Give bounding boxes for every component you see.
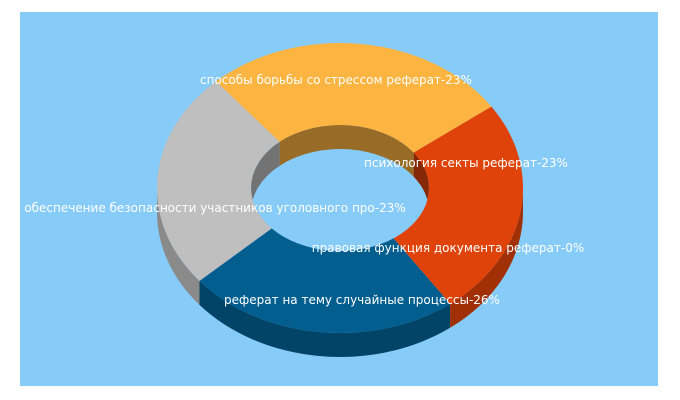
slice-inner-wall-4 [413, 152, 430, 212]
slice-wall-1 [157, 188, 200, 305]
slice-label-stress: способы борьбы со стрессом реферат-23% [200, 73, 472, 87]
slice-1 [157, 81, 280, 281]
slice-4 [393, 106, 523, 304]
slice-3 [215, 43, 492, 153]
slice-inner-wall-1 [251, 141, 280, 212]
slice-wall-0 [199, 280, 451, 358]
donut-slices [157, 43, 523, 334]
slice-inner-wall-3 [279, 124, 414, 177]
slice-wall-4 [450, 188, 523, 328]
slice-label-sect: психология секты реферат-23% [364, 156, 568, 170]
slice-label-document: правовая функция документа реферат-0% [312, 241, 585, 255]
slice-labels: способы борьбы со стрессом реферат-23% п… [24, 73, 584, 307]
slice-label-security: обеспечение безопасности участников угол… [24, 201, 406, 215]
donut-chart: способы борьбы со стрессом реферат-23% п… [20, 12, 658, 386]
slice-0 [199, 228, 451, 334]
chart-panel: способы борьбы со стрессом реферат-23% п… [20, 12, 658, 386]
slice-label-random: реферат на тему случайные процессы-26% [224, 293, 500, 307]
